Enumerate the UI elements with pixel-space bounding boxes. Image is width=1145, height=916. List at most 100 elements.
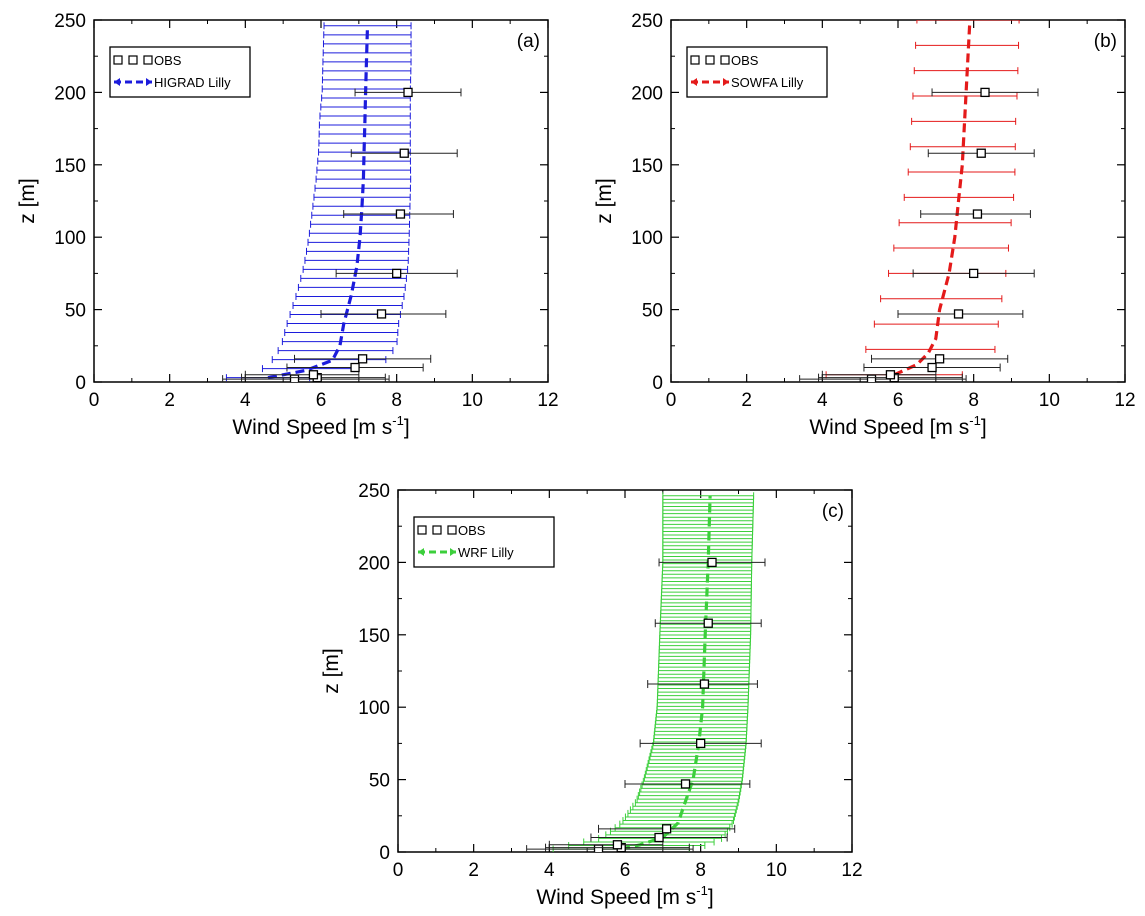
- legend: OBS WRF Lilly: [413, 516, 555, 568]
- model-error-bar: [911, 117, 1017, 125]
- y-tick-label: 200: [358, 553, 390, 574]
- obs-marker: [376, 309, 387, 319]
- legend-obs-marker: [705, 55, 715, 65]
- x-tick-label: 10: [766, 860, 787, 881]
- x-tick-label: 4: [817, 390, 828, 411]
- series-sowfa-lilly: [825, 20, 1020, 379]
- panel-b: 0 2 4 6 8 10 12 0 50 100 150 200 250 Wind Speed [m s-…: [593, 11, 1136, 439]
- model-mean-line: [893, 20, 972, 377]
- legend-model-arrow-left: [418, 548, 424, 556]
- obs-error-bar: [799, 375, 967, 382]
- obs-marker: [699, 679, 710, 689]
- legend-obs-label: OBS: [458, 523, 486, 538]
- model-error-bar: [662, 502, 754, 510]
- legend-model-label: HIGRAD Lilly: [154, 75, 231, 90]
- model-error-bar: [650, 749, 746, 757]
- x-tick-label: 6: [893, 390, 904, 411]
- x-tick-label: 0: [666, 390, 677, 411]
- panel-c: 0 2 4 6 8 10 12 0 50 100 150 200 250 Wind Speed [m s-…: [320, 481, 863, 909]
- data-layer: [799, 20, 1039, 382]
- model-error-bar: [634, 799, 739, 807]
- x-tick-label: 2: [468, 860, 479, 881]
- model-mean-line: [267, 25, 370, 380]
- y-tick-label: 250: [631, 11, 663, 32]
- y-tick-label: 50: [369, 771, 390, 792]
- obs-marker: [703, 618, 713, 628]
- model-error-bar: [316, 166, 412, 174]
- y-tick-label: 50: [642, 301, 663, 322]
- x-tick-label: 8: [391, 390, 402, 411]
- y-tick-label: 250: [54, 11, 86, 32]
- model-error-bar: [318, 148, 411, 156]
- x-tick-label: 0: [89, 390, 100, 411]
- obs-marker: [308, 370, 319, 380]
- model-error-bar: [636, 795, 740, 803]
- panel-a: 0 2 4 6 8 10 12 0 50 100 150 200 250 Wind Speed [m s-…: [16, 11, 559, 439]
- legend-box: [686, 46, 828, 98]
- x-axis-label: Wind Speed [m s-1]: [536, 883, 713, 909]
- obs-marker: [661, 824, 672, 834]
- y-tick-label: 200: [54, 83, 86, 104]
- obs-marker: [289, 374, 300, 382]
- legend-obs-marker: [690, 55, 700, 65]
- model-error-bar: [639, 788, 741, 796]
- y-tick-label: 50: [65, 301, 86, 322]
- legend-obs-marker: [143, 55, 153, 65]
- obs-marker: [357, 354, 368, 364]
- legend: OBS SOWFA Lilly: [686, 46, 828, 98]
- x-tick-label: 8: [968, 390, 979, 411]
- y-tick-label: 0: [75, 373, 86, 394]
- x-tick-label: 2: [741, 390, 752, 411]
- panel-label: (c): [822, 501, 844, 522]
- y-axis-label: z [m]: [320, 648, 343, 694]
- model-error-bar: [284, 329, 399, 337]
- obs-marker: [980, 87, 990, 98]
- model-error-bar: [632, 802, 738, 810]
- obs-marker: [593, 844, 604, 852]
- x-tick-label: 12: [841, 860, 862, 881]
- data-layer: [526, 492, 766, 852]
- y-tick-label: 150: [358, 626, 390, 647]
- panel-label: (a): [517, 31, 540, 52]
- obs-marker: [866, 374, 877, 382]
- y-tick-label: 150: [54, 156, 86, 177]
- obs-marker: [403, 87, 413, 98]
- panel-label: (b): [1094, 31, 1117, 52]
- legend-model-label: WRF Lilly: [458, 545, 514, 560]
- obs-marker: [696, 738, 706, 749]
- model-mean-line: [620, 495, 712, 851]
- x-axis-label: Wind Speed [m s-1]: [232, 413, 409, 439]
- model-error-bar: [313, 193, 411, 201]
- x-axis-label: Wind Speed [m s-1]: [809, 413, 986, 439]
- model-error-bar: [292, 301, 403, 309]
- model-error-bar: [662, 510, 754, 518]
- y-axis-label: z [m]: [16, 178, 39, 224]
- y-tick-label: 150: [631, 156, 663, 177]
- x-tick-label: 6: [620, 860, 631, 881]
- legend-box: [413, 516, 555, 568]
- obs-error-bar: [526, 845, 694, 852]
- legend-model-arrow-right: [450, 548, 456, 556]
- model-error-bar: [322, 40, 412, 48]
- obs-marker: [927, 362, 937, 373]
- obs-marker: [707, 557, 717, 568]
- model-error-bar: [662, 495, 755, 503]
- data-layer: [222, 22, 462, 382]
- y-tick-label: 0: [379, 843, 390, 864]
- observations: [526, 557, 766, 852]
- x-tick-label: 6: [316, 390, 327, 411]
- y-tick-label: 250: [358, 481, 390, 502]
- observations: [799, 87, 1039, 382]
- y-tick-label: 100: [358, 698, 390, 719]
- legend: OBS HIGRAD Lilly: [109, 46, 251, 98]
- y-tick-label: 0: [652, 373, 663, 394]
- obs-marker: [350, 362, 360, 373]
- model-error-bar: [318, 121, 411, 129]
- model-error-bar: [916, 20, 1020, 24]
- model-error-bar: [305, 247, 410, 255]
- obs-marker: [934, 354, 945, 364]
- x-tick-label: 4: [544, 860, 555, 881]
- model-error-bar: [893, 244, 1009, 252]
- legend-obs-marker: [447, 525, 457, 535]
